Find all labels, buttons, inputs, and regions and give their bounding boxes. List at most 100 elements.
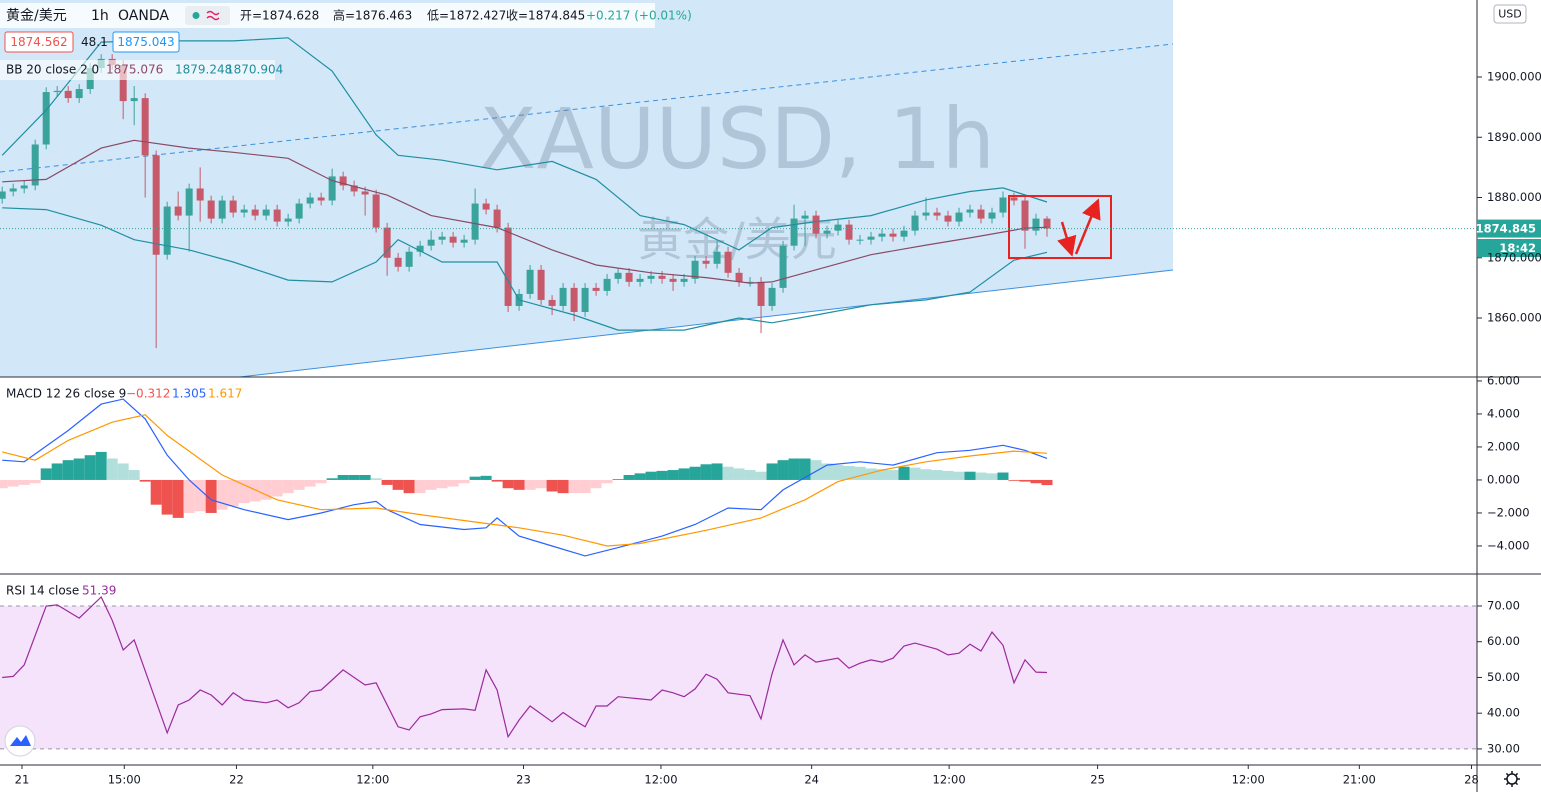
currency-button[interactable] <box>1493 4 1527 24</box>
macd-histogram-bar <box>304 479 316 487</box>
rsi-legend[interactable]: RSI 14 close <box>6 584 79 598</box>
buy-button[interactable] <box>112 31 180 53</box>
status-pill[interactable] <box>185 6 230 25</box>
y-tick-label: 50.00 <box>1487 670 1520 684</box>
macd-histogram-bar <box>491 479 503 482</box>
candle-body <box>416 245 424 252</box>
candle-body <box>625 272 633 282</box>
macd-histogram-bar <box>502 479 514 489</box>
watermark: XAUUSD, 1h <box>479 90 995 188</box>
macd-histogram-bar <box>931 470 943 480</box>
candle-body <box>955 212 963 222</box>
macd-histogram-bar <box>238 479 250 504</box>
macd-histogram-bar <box>865 468 877 480</box>
macd-histogram-bar <box>887 470 899 480</box>
pane-0 <box>0 37 1051 349</box>
ohlc-high: 高=1876.463 <box>333 8 412 23</box>
candle-body <box>185 188 193 216</box>
candle-body <box>251 209 259 216</box>
macd-histogram-bar <box>579 479 591 494</box>
candle-body <box>526 269 534 294</box>
candle-body <box>141 98 149 156</box>
candle-body <box>724 251 732 273</box>
indicator-line <box>2 414 1048 547</box>
y-tick-label: −2.000 <box>1487 505 1530 519</box>
candle-body <box>328 176 336 201</box>
rsi-band <box>0 605 1477 749</box>
macd-histogram-bar <box>18 479 30 485</box>
macd-histogram-bar <box>1030 479 1042 484</box>
y-tick-label: −4.000 <box>1487 538 1530 552</box>
sell-button[interactable] <box>4 31 74 53</box>
macd-histogram-bar <box>7 479 19 487</box>
macd-histogram-bar <box>755 471 767 480</box>
logo-mark <box>10 735 31 746</box>
indicator-line <box>2 139 1048 284</box>
candle-body <box>757 281 765 306</box>
x-tick-label: 25 <box>1090 773 1105 787</box>
spread: 48.1 <box>81 35 108 49</box>
macd-histogram-bar <box>392 479 404 490</box>
macd-histogram-bar <box>843 465 855 480</box>
channel-fill <box>0 0 1173 377</box>
channel-lower-line <box>239 269 1174 378</box>
macd-histogram-bar <box>282 479 294 494</box>
candle-body <box>75 89 83 99</box>
candle-body <box>295 203 303 219</box>
macd-histogram-bar <box>172 479 184 518</box>
y-tick-label: 1870.000 <box>1487 250 1541 264</box>
macd-histogram-bar <box>909 467 921 480</box>
candle-body <box>273 209 281 222</box>
candle-body <box>438 236 446 240</box>
macd-histogram-bar <box>601 479 613 484</box>
macd-histogram-bar <box>986 473 998 480</box>
macd-histogram-bar <box>964 471 976 480</box>
x-tick-label: 12:00 <box>1232 773 1265 787</box>
indicator-line <box>2 207 1048 331</box>
macd-histogram-bar <box>1041 479 1053 486</box>
candle-body <box>130 98 138 102</box>
bb-upper-value: 1879.248 <box>175 63 232 77</box>
macd-histogram-bar <box>645 471 657 480</box>
macd-histogram-bar <box>337 475 349 480</box>
candle-body <box>42 92 50 145</box>
candle-body <box>867 236 875 240</box>
candle-body <box>504 227 512 306</box>
macd-histogram-bar <box>271 479 283 497</box>
bb-legend[interactable]: BB 20 close 2 0 <box>6 63 99 77</box>
candle-body <box>361 191 369 195</box>
candle-body <box>922 212 930 216</box>
macd-histogram-bar <box>205 479 217 513</box>
candle-body <box>801 215 809 219</box>
macd-histogram-bar <box>403 479 415 494</box>
indicator-line <box>1 37 1048 251</box>
macd-histogram-bar <box>975 472 987 480</box>
macd-value: 1.305 <box>172 387 206 401</box>
candle-body <box>339 176 347 186</box>
last-price-tag <box>1477 219 1541 238</box>
candle-body <box>174 206 182 216</box>
macd-histogram-bar <box>227 479 239 507</box>
macd-histogram-bar <box>469 476 481 480</box>
y-tick-label: 1890.000 <box>1487 130 1541 144</box>
y-tick-label: 1880.000 <box>1487 190 1541 204</box>
y-tick-label: 60.00 <box>1487 634 1520 648</box>
macd-histogram-bar <box>95 451 107 480</box>
y-tick-label: 70.00 <box>1487 598 1520 612</box>
candle-body <box>9 188 17 192</box>
macd-histogram-bar <box>854 466 866 480</box>
pane-2 <box>0 595 1477 750</box>
symbol[interactable]: 黄金/美元 <box>6 7 67 24</box>
candle-body <box>779 245 787 288</box>
settings-icon[interactable] <box>1504 771 1520 787</box>
macd-histogram-bar <box>1019 479 1031 482</box>
macd-histogram-bar <box>667 470 679 480</box>
interval[interactable]: 1h <box>91 8 109 24</box>
y-tick-label: 6.000 <box>1487 373 1520 387</box>
macd-histogram-bar <box>513 479 525 490</box>
macd-legend[interactable]: MACD 12 26 close 9 <box>6 387 126 401</box>
candle-body <box>999 197 1007 213</box>
macd-histogram-bar <box>942 470 954 480</box>
candle-body <box>372 194 380 228</box>
macd-histogram-bar <box>744 470 756 480</box>
